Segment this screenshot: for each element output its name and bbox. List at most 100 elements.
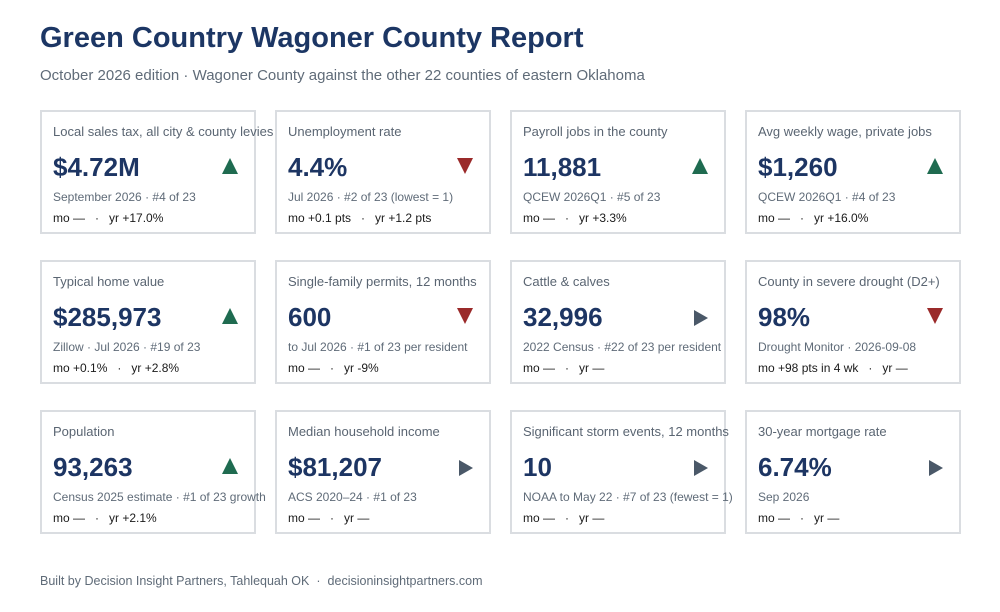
metric-label: Unemployment rate: [288, 124, 402, 139]
metric-change: mo +0.1% · yr +2.8%: [53, 361, 179, 375]
metric-source: September 2026 · #4 of 23: [53, 190, 196, 204]
metric-change: mo — · yr —: [758, 511, 839, 525]
footer-site-link[interactable]: decisioninsightpartners.com: [327, 574, 483, 588]
metric-card: Single-family permits, 12 months 600 to Ju…: [275, 260, 491, 384]
metric-value: $81,207: [288, 452, 382, 482]
metric-value: $1,260: [758, 152, 838, 182]
metric-card: 30-year mortgage rate 6.74% Sep 2026 mo — · y…: [745, 410, 961, 534]
metric-card: Population 93,263 Census 2025 estimate · #…: [40, 410, 266, 534]
change-separator: ·: [95, 211, 100, 225]
triangle-up-icon: [222, 158, 238, 174]
footer-separator: ·: [316, 574, 321, 588]
metric-source: Drought Monitor · 2026-09-08: [758, 340, 917, 354]
metric-label: Population: [53, 424, 115, 439]
metric-change: mo +0.1 pts · yr +1.2 pts: [288, 211, 431, 225]
metric-label: Single-family permits, 12 months: [288, 274, 477, 289]
month-change: mo —: [53, 211, 86, 225]
metric-label: Median household income: [288, 424, 440, 439]
year-change: yr —: [814, 511, 840, 525]
metric-source: NOAA to May 22 · #7 of 23 (fewest = 1): [523, 490, 733, 504]
metric-value: 93,263: [53, 452, 133, 482]
metric-card: Local sales tax, all city & county levie…: [40, 110, 273, 234]
triangle-up-icon: [692, 158, 708, 174]
metric-card: Significant storm events, 12 months 10 NOA…: [510, 410, 733, 534]
triangle-down-icon: [457, 308, 473, 324]
month-change: mo —: [288, 361, 321, 375]
metric-label: 30-year mortgage rate: [758, 424, 887, 439]
page-title: Green Country Wagoner County Report: [40, 22, 584, 54]
metric-value: 98%: [758, 302, 811, 332]
metric-source: QCEW 2026Q1 · #5 of 23: [523, 190, 661, 204]
metric-card: Avg weekly wage, private jobs $1,260 QCEW …: [745, 110, 961, 234]
metric-value: 11,881: [523, 152, 602, 182]
metric-source: Jul 2026 · #2 of 23 (lowest = 1): [288, 190, 454, 204]
metric-label: County in severe drought (D2+): [758, 274, 940, 289]
change-separator: ·: [868, 361, 873, 375]
metric-label: Typical home value: [53, 274, 165, 289]
metric-label: Avg weekly wage, private jobs: [758, 124, 932, 139]
triangle-down-icon: [927, 308, 943, 324]
triangle-down-icon: [457, 158, 473, 174]
year-change: yr —: [579, 511, 605, 525]
metric-source: 2022 Census · #22 of 23 per resident: [523, 340, 722, 354]
metric-card: Payroll jobs in the county 11,881 QCEW 202…: [510, 110, 726, 234]
month-change: mo +0.1%: [53, 361, 108, 375]
metric-change: mo — · yr -9%: [288, 361, 379, 375]
metric-change: mo — · yr +3.3%: [523, 211, 627, 225]
change-separator: ·: [800, 511, 805, 525]
year-change: yr +1.2 pts: [375, 211, 432, 225]
metric-card-grid: Local sales tax, all city & county levie…: [40, 110, 961, 534]
change-separator: ·: [117, 361, 122, 375]
year-change: yr -9%: [344, 361, 379, 375]
metric-label: Cattle & calves: [523, 274, 610, 289]
metric-label: Local sales tax, all city & county levie…: [53, 124, 274, 139]
change-separator: ·: [95, 511, 100, 525]
month-change: mo —: [523, 361, 556, 375]
metric-source: to Jul 2026 · #1 of 23 per resident: [288, 340, 468, 354]
month-change: mo —: [758, 511, 791, 525]
metric-card: Median household income $81,207 ACS 2020–2…: [275, 410, 491, 534]
metric-card: County in severe drought (D2+) 98% Drought…: [745, 260, 961, 384]
year-change: yr +2.1%: [109, 511, 157, 525]
metric-value: 6.74%: [758, 452, 832, 482]
metric-value: $285,973: [53, 302, 162, 332]
metric-source: QCEW 2026Q1 · #4 of 23: [758, 190, 896, 204]
metric-source: Census 2025 estimate · #1 of 23 growth: [53, 490, 266, 504]
metric-change: mo — · yr —: [523, 361, 604, 375]
month-change: mo +0.1 pts: [288, 211, 352, 225]
metric-change: mo — · yr +17.0%: [53, 211, 163, 225]
change-separator: ·: [361, 211, 366, 225]
metric-change: mo — · yr +2.1%: [53, 511, 157, 525]
metric-change: mo — · yr +16.0%: [758, 211, 868, 225]
metric-value: $4.72M: [53, 152, 140, 182]
year-change: yr —: [579, 361, 605, 375]
month-change: mo —: [523, 211, 556, 225]
year-change: yr —: [882, 361, 908, 375]
month-change: mo —: [288, 511, 321, 525]
metric-change: mo +98 pts in 4 wk · yr —: [758, 361, 908, 375]
metric-change: mo — · yr —: [523, 511, 604, 525]
metric-source: Sep 2026: [758, 490, 810, 504]
metric-value: 600: [288, 302, 332, 332]
metric-value: 4.4%: [288, 152, 348, 182]
year-change: yr +17.0%: [109, 211, 164, 225]
year-change: yr +3.3%: [579, 211, 627, 225]
page-subtitle: October 2026 edition · Wagoner County ag…: [40, 67, 645, 84]
month-change: mo +98 pts in 4 wk: [758, 361, 859, 375]
year-change: yr +2.8%: [131, 361, 180, 375]
change-separator: ·: [565, 361, 570, 375]
month-change: mo —: [523, 511, 556, 525]
metric-card: Cattle & calves 32,996 2022 Census · #22 o…: [510, 260, 726, 384]
change-separator: ·: [330, 511, 335, 525]
metric-source: ACS 2020–24 · #1 of 23: [288, 490, 417, 504]
triangle-up-icon: [222, 308, 238, 324]
month-change: mo —: [53, 511, 86, 525]
metric-label: Significant storm events, 12 months: [523, 424, 729, 439]
year-change: yr —: [344, 511, 370, 525]
footer-credit: Built by Decision Insight Partners, Tahl…: [40, 574, 310, 588]
year-change: yr +16.0%: [814, 211, 869, 225]
triangle-right-icon: [694, 460, 708, 476]
triangle-right-icon: [929, 460, 943, 476]
triangle-up-icon: [222, 458, 238, 474]
triangle-up-icon: [927, 158, 943, 174]
